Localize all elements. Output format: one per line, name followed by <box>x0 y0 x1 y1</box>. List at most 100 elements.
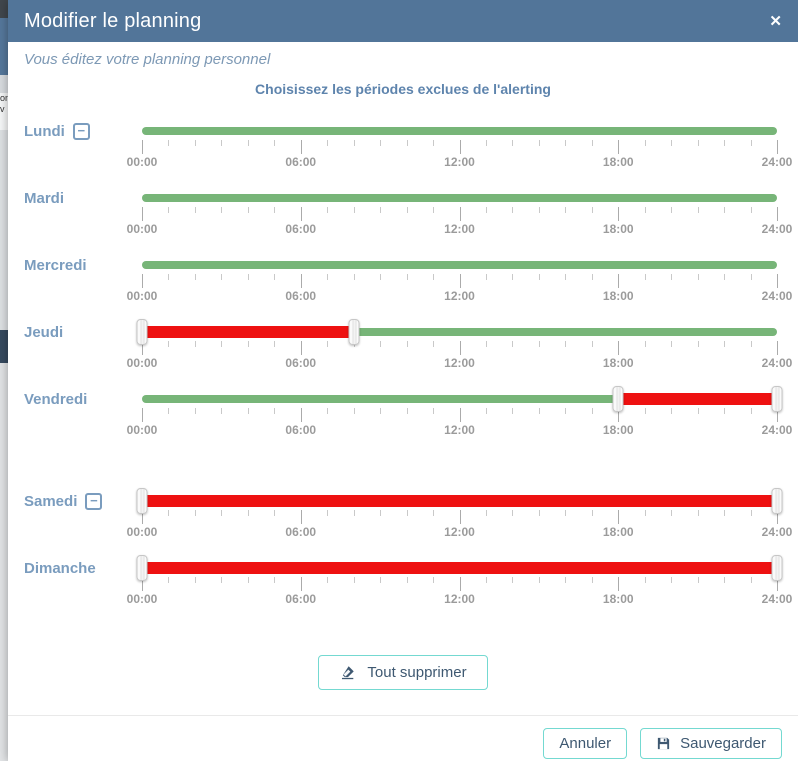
tick-label: 18:00 <box>602 423 634 437</box>
tick-mark <box>221 408 223 414</box>
tick-mark <box>353 274 355 280</box>
tick-label: 06:00 <box>285 289 317 303</box>
tick-mark <box>247 207 249 213</box>
time-slider-lundi[interactable]: 00:00 06:00 12:00 18:00 24:00 <box>127 112 792 179</box>
slider-handle[interactable] <box>348 319 360 345</box>
tick-mark <box>406 207 408 213</box>
tick-mark <box>565 577 567 583</box>
tick-mark <box>327 274 329 280</box>
tick-label: 18:00 <box>602 592 634 606</box>
excluded-period-segment <box>142 562 777 574</box>
tick-mark <box>380 510 382 516</box>
time-slider-dimanche[interactable]: 00:00 06:00 12:00 18:00 24:00 <box>127 549 792 616</box>
excluded-period-segment <box>142 495 777 507</box>
tick-label: 12:00 <box>444 356 475 370</box>
tick-mark <box>380 140 382 146</box>
save-button[interactable]: Sauvegarder <box>640 728 782 759</box>
slider-handle[interactable] <box>136 488 148 514</box>
time-slider-vendredi[interactable]: 00:00 06:00 12:00 18:00 24:00 <box>127 380 792 447</box>
slider-handle[interactable] <box>771 386 783 412</box>
tick-mark <box>459 577 461 591</box>
tick-label: 12:00 <box>444 525 475 539</box>
tick-mark <box>697 207 699 213</box>
tick-mark <box>697 408 699 414</box>
clear-all-label: Tout supprimer <box>367 664 467 681</box>
tick-mark <box>274 577 276 583</box>
day-label-box: Dimanche <box>24 549 142 587</box>
tick-mark <box>512 341 514 347</box>
tick-mark <box>618 341 620 355</box>
tick-mark <box>671 207 673 213</box>
tick-label: 06:00 <box>285 222 317 236</box>
tick-mark <box>194 274 196 280</box>
tick-label: 24:00 <box>761 289 793 303</box>
tick-mark <box>433 577 435 583</box>
tick-mark <box>194 140 196 146</box>
tick-label: 24:00 <box>761 592 793 606</box>
remove-day-button[interactable]: − <box>85 492 103 510</box>
tick-mark <box>512 510 514 516</box>
modal-subtitle: Vous éditez votre planning personnel <box>24 51 271 68</box>
time-slider-jeudi[interactable]: 00:00 06:00 12:00 18:00 24:00 <box>127 313 792 380</box>
tick-mark <box>380 207 382 213</box>
active-period-segment <box>353 328 777 336</box>
background-page-sliver: on v <box>0 0 8 761</box>
tick-mark <box>168 274 170 280</box>
clear-all-button[interactable]: Tout supprimer <box>318 655 488 690</box>
active-period-segment <box>142 127 777 135</box>
slider-handle[interactable] <box>136 555 148 581</box>
cancel-button[interactable]: Annuler <box>543 728 628 759</box>
active-period-segment <box>142 261 777 269</box>
tick-mark <box>247 408 249 414</box>
tick-mark <box>671 274 673 280</box>
slider-handle[interactable] <box>771 555 783 581</box>
tick-mark <box>142 577 143 591</box>
tick-mark <box>644 207 646 213</box>
tick-mark <box>724 510 726 516</box>
tick-mark <box>221 207 223 213</box>
day-row-mercredi: Mercredi 00:00 06:00 12:00 18:00 24:00 <box>8 246 798 313</box>
slider-handle[interactable] <box>136 319 148 345</box>
tick-mark <box>485 510 487 516</box>
tick-mark <box>644 274 646 280</box>
time-slider-mardi[interactable]: 00:00 06:00 12:00 18:00 24:00 <box>127 179 792 246</box>
tick-mark <box>406 510 408 516</box>
tick-label: 18:00 <box>602 356 634 370</box>
close-icon[interactable]: ✕ <box>769 12 782 30</box>
modal-footer: Annuler Sauvegarder <box>8 715 798 759</box>
time-slider-samedi[interactable]: 00:00 06:00 12:00 18:00 24:00 <box>127 482 792 549</box>
tick-mark <box>591 140 593 146</box>
time-slider-mercredi[interactable]: 00:00 06:00 12:00 18:00 24:00 <box>127 246 792 313</box>
tick-mark <box>724 408 726 414</box>
tick-mark <box>671 577 673 583</box>
tick-label: 18:00 <box>602 155 634 169</box>
tick-mark <box>750 341 752 347</box>
slider-handle[interactable] <box>612 386 624 412</box>
day-label: Dimanche <box>24 559 96 577</box>
tick-mark <box>565 510 567 516</box>
slider-handle[interactable] <box>771 488 783 514</box>
tick-label: 06:00 <box>285 423 317 437</box>
clear-all-wrap: Tout supprimer <box>8 655 798 690</box>
tick-label: 00:00 <box>126 592 158 606</box>
tick-mark <box>300 140 302 154</box>
tick-mark <box>644 408 646 414</box>
tick-mark <box>327 577 329 583</box>
tick-mark <box>142 274 143 288</box>
tick-mark <box>671 408 673 414</box>
tick-mark <box>142 408 143 422</box>
excluded-period-segment <box>618 393 777 405</box>
tick-mark <box>459 510 461 524</box>
tick-mark <box>327 140 329 146</box>
day-label: Lundi <box>24 122 65 140</box>
edit-planning-modal: Modifier le planning ✕ Vous éditez votre… <box>8 0 798 761</box>
tick-mark <box>247 140 249 146</box>
modal-title: Modifier le planning <box>24 9 202 32</box>
tick-mark <box>538 408 540 414</box>
remove-day-button[interactable]: − <box>72 122 90 140</box>
tick-label: 06:00 <box>285 592 317 606</box>
tick-mark <box>591 207 593 213</box>
tick-mark <box>406 274 408 280</box>
active-period-segment <box>142 194 777 202</box>
tick-label: 12:00 <box>444 155 475 169</box>
